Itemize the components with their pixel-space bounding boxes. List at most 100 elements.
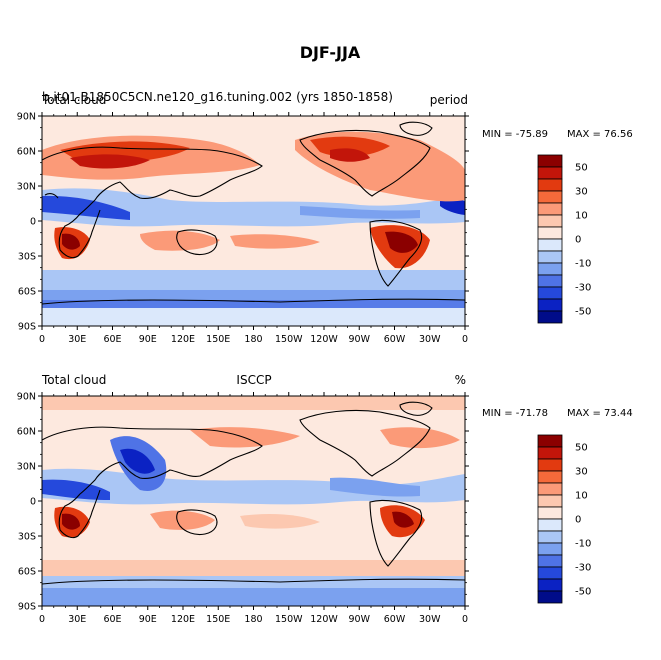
- colorbar-label: -50: [575, 307, 591, 318]
- colorbar-label: 0: [575, 235, 581, 246]
- lat-tick-label: 0: [30, 497, 36, 508]
- colorbar-swatch: [537, 202, 563, 216]
- panel-overlay-right: period: [430, 93, 468, 107]
- colorbar-swatch: [537, 298, 563, 312]
- lat-tick-label: 30N: [17, 182, 36, 193]
- lat-tick-label: 30S: [18, 252, 36, 263]
- lat-tick-label: 90S: [18, 602, 36, 613]
- colorbar-swatch: [537, 214, 563, 228]
- colorbar-label: 0: [575, 515, 581, 526]
- lon-tick-label: 0: [39, 614, 45, 625]
- colorbar-swatch: [537, 590, 563, 604]
- colorbar-swatch: [537, 518, 563, 532]
- colorbar-swatch: [537, 458, 563, 472]
- lon-tick-label: 150W: [275, 334, 303, 345]
- colorbar-swatch: [537, 506, 563, 520]
- lon-tick-label: 0: [462, 334, 468, 345]
- lon-tick-label: 120W: [310, 614, 338, 625]
- colorbar-label: 50: [575, 443, 588, 454]
- lon-tick-label: 60W: [384, 334, 406, 345]
- lon-tick-label: 90E: [139, 614, 157, 625]
- colorbar-swatch: [537, 470, 563, 484]
- max-label: MAX = 76.56: [567, 129, 633, 140]
- colorbar-swatch: [537, 190, 563, 204]
- colorbar: 50 30 10 0 -10 -30 -50: [537, 154, 591, 324]
- colorbar-label: 30: [575, 187, 588, 198]
- land-outline: [42, 121, 465, 305]
- colorbar-swatch: [537, 434, 563, 448]
- colorbar-swatch: [537, 578, 563, 592]
- lat-tick-label: 60S: [18, 567, 36, 578]
- panel-obs: Total cloud ISCCP %: [17, 373, 633, 625]
- panel-left-label: Total cloud: [41, 373, 106, 387]
- land-outline: [42, 401, 465, 585]
- lat-tick-label: 30S: [18, 532, 36, 543]
- lat-tick-label: 90N: [17, 392, 36, 403]
- colorbar-swatch: [537, 310, 563, 324]
- colorbar-swatch: [537, 166, 563, 180]
- colorbar-label: 50: [575, 163, 588, 174]
- lon-tick-label: 0: [462, 614, 468, 625]
- colorbar-swatch: [537, 554, 563, 568]
- lat-tick-label: 60N: [17, 147, 36, 158]
- lon-tick-label: 30W: [419, 334, 441, 345]
- colorbar-swatch: [537, 530, 563, 544]
- lon-tick-label: 30E: [68, 614, 86, 625]
- lon-tick-label: 60W: [384, 614, 406, 625]
- colorbar-label: -10: [575, 259, 591, 270]
- figure-title: DJF-JJA: [300, 43, 361, 62]
- panel-left-label: Total cloud: [41, 93, 106, 107]
- colorbar-label: -30: [575, 563, 591, 574]
- colorbar-label: -50: [575, 587, 591, 598]
- colorbar-swatch: [537, 238, 563, 252]
- min-label: MIN = -71.78: [482, 408, 548, 419]
- panel-center-label: ISCCP: [236, 373, 271, 387]
- colorbar-swatch: [537, 482, 563, 496]
- colorbar-swatch: [537, 286, 563, 300]
- lon-tick-label: 180: [244, 614, 262, 625]
- colorbar-swatch: [537, 250, 563, 264]
- lon-tick-label: 0: [39, 334, 45, 345]
- lon-tick-label: 90E: [139, 334, 157, 345]
- colorbar-label: 30: [575, 467, 588, 478]
- panel-overlay-label: b.it01.B1850C5CN.ne120_g16.tuning.002 (y…: [42, 90, 393, 104]
- lon-tick-label: 60E: [103, 614, 121, 625]
- lon-tick-label: 150E: [206, 334, 230, 345]
- colorbar-swatch: [537, 178, 563, 192]
- lon-tick-label: 120W: [310, 334, 338, 345]
- colorbar-label: 10: [575, 491, 588, 502]
- lat-tick-label: 90S: [18, 322, 36, 333]
- colorbar-swatch: [537, 566, 563, 580]
- max-label: MAX = 73.44: [567, 408, 633, 419]
- lon-tick-label: 90W: [349, 614, 371, 625]
- lat-tick-label: 90N: [17, 112, 36, 123]
- lon-tick-label: 30E: [68, 334, 86, 345]
- panel-model: Total cloud b.it01.B1850C5CN.ne120_g16.t…: [17, 90, 633, 345]
- lat-tick-label: 60N: [17, 427, 36, 438]
- colorbar-swatch: [537, 446, 563, 460]
- lon-tick-label: 120E: [171, 614, 195, 625]
- lon-tick-label: 30W: [419, 614, 441, 625]
- colorbar-label: -30: [575, 283, 591, 294]
- colorbar-label: 10: [575, 211, 588, 222]
- lon-tick-label: 120E: [171, 334, 195, 345]
- lon-tick-label: 90W: [349, 334, 371, 345]
- panel-right-label: %: [455, 373, 466, 387]
- lon-tick-label: 180: [244, 334, 262, 345]
- colorbar-label: -10: [575, 539, 591, 550]
- colorbar: 50 30 10 0 -10 -30 -50: [537, 434, 591, 604]
- lat-tick-label: 30N: [17, 462, 36, 473]
- lon-tick-label: 150W: [275, 614, 303, 625]
- lon-tick-label: 60E: [103, 334, 121, 345]
- colorbar-swatch: [537, 262, 563, 276]
- colorbar-swatch: [537, 542, 563, 556]
- colorbar-swatch: [537, 494, 563, 508]
- lon-tick-label: 150E: [206, 614, 230, 625]
- lat-tick-label: 60S: [18, 287, 36, 298]
- colorbar-swatch: [537, 154, 563, 168]
- colorbar-swatch: [537, 274, 563, 288]
